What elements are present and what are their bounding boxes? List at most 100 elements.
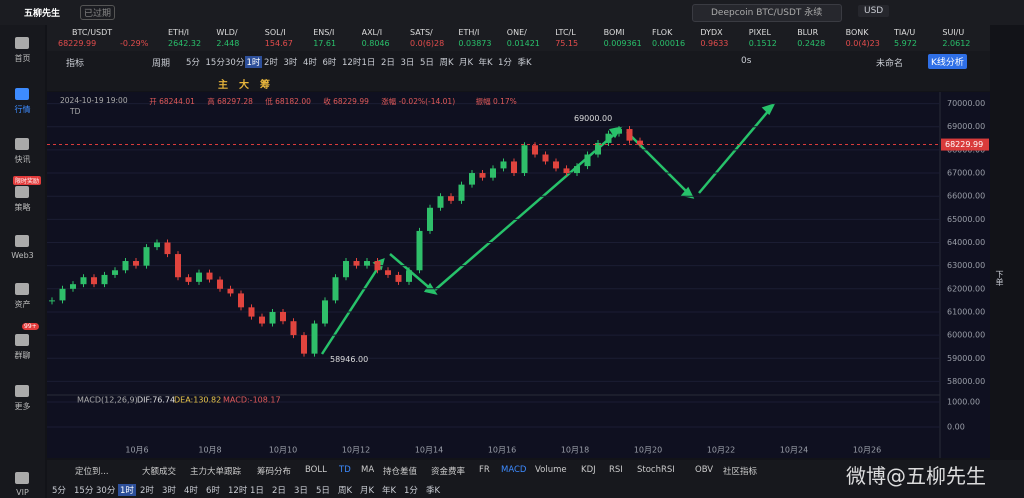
interval[interactable]: 季K (517, 58, 532, 68)
interval[interactable]: 3时 (283, 58, 298, 68)
interval[interactable]: 6时 (206, 486, 220, 496)
sidebar-item[interactable]: 行情 (14, 105, 31, 114)
drawing-tool[interactable]: 筹 (260, 80, 270, 91)
indicator-tab[interactable]: TD (339, 465, 351, 475)
indicator-tab[interactable]: StochRSI (637, 465, 675, 475)
indicator-tab[interactable]: 大额成交 (142, 467, 177, 477)
sidebar-item[interactable]: 更多 (14, 402, 31, 411)
indicator-tab[interactable]: FR (479, 465, 490, 475)
interval[interactable]: 30分 (96, 486, 116, 496)
ticker[interactable]: ETH/I (458, 28, 480, 37)
y-tick-label: 63000.00 (947, 261, 985, 270)
ticker[interactable]: PIXEL (748, 28, 771, 37)
ticker[interactable]: BOMI (603, 28, 625, 37)
interval[interactable]: 2日 (272, 486, 286, 496)
interval[interactable]: 1日 (361, 58, 376, 68)
interval[interactable]: 年K (382, 486, 397, 496)
ticker[interactable]: WLD/ (216, 28, 238, 37)
sidebar-item[interactable]: 快讯 (14, 155, 31, 164)
interval[interactable]: 1时 (118, 484, 136, 496)
ticker[interactable]: BONK (845, 28, 869, 37)
interval[interactable]: 1分 (498, 58, 512, 68)
interval[interactable]: 年K (478, 58, 493, 68)
ticker[interactable]: BTC/USDT (72, 28, 113, 37)
interval[interactable]: 12时 (342, 58, 362, 68)
indicator-tab[interactable]: KDJ (581, 465, 596, 475)
candle (343, 261, 349, 278)
indicator-tab[interactable]: 定位到... (75, 467, 109, 477)
interval[interactable]: 15分 (205, 58, 225, 68)
interval[interactable]: 3时 (162, 486, 176, 496)
indicator-tab[interactable]: MA (361, 465, 375, 475)
ticker[interactable]: DYDX (700, 28, 723, 37)
interval[interactable]: 1日 (250, 486, 264, 496)
ticker[interactable]: SOL/I (264, 28, 286, 37)
indicator-button[interactable]: 指标 (66, 59, 85, 69)
ticker[interactable]: LTC/L (555, 28, 576, 37)
interval[interactable]: 5日 (420, 58, 434, 68)
interval[interactable]: 周K (439, 58, 454, 68)
indicator-tab[interactable]: 资金费率 (431, 467, 466, 477)
currency[interactable]: USD (858, 5, 890, 17)
badge: 已过期 (80, 5, 116, 20)
ticker[interactable]: ETH/I (168, 28, 190, 37)
y-tick-label: 0.00 (947, 423, 965, 432)
interval[interactable]: 2日 (381, 58, 395, 68)
interval[interactable]: 2时 (140, 486, 154, 496)
interval[interactable]: 30分 (225, 58, 245, 68)
sidebar-item[interactable]: 首页 (14, 54, 31, 63)
candle (416, 230, 423, 271)
sidebar-item[interactable]: 资产 (14, 300, 31, 309)
candle (479, 173, 486, 178)
search[interactable]: Deepcoin BTC/USDT 永续 (692, 4, 842, 22)
interval[interactable]: 3日 (294, 486, 308, 496)
interval[interactable]: 3日 (400, 58, 415, 68)
indicator-label: TD (70, 107, 81, 116)
ticker[interactable]: SUI/U (942, 28, 965, 37)
ticker[interactable]: SATS/ (410, 28, 433, 37)
candle (364, 261, 370, 266)
interval[interactable]: 15分 (74, 486, 94, 496)
interval[interactable]: 6时 (322, 58, 337, 68)
interval[interactable]: 4时 (303, 58, 317, 68)
indicator-tab[interactable]: 筹码分布 (257, 467, 292, 477)
interval[interactable]: 12时 (228, 486, 248, 496)
interval[interactable]: 1时 (244, 56, 263, 68)
interval[interactable]: 5分 (52, 486, 66, 496)
indicator-tab[interactable]: Volume (535, 465, 567, 475)
sidebar-item[interactable]: VIP (16, 488, 29, 497)
indicator-tab[interactable]: 主力大单跟踪 (190, 467, 242, 477)
interval[interactable]: 季K (426, 486, 441, 496)
indicator-tab[interactable]: OBV (695, 465, 714, 475)
indicator-tab[interactable]: RSI (609, 465, 623, 475)
interval[interactable]: 月K (459, 58, 474, 68)
ticker[interactable]: TIA/U (894, 28, 916, 37)
sidebar-item[interactable]: 策略 (14, 203, 31, 212)
ticker[interactable]: AXL/I (361, 28, 383, 37)
layout-name[interactable]: 未命名 (876, 59, 904, 69)
interval[interactable]: 周K (338, 486, 353, 496)
indicator-tab[interactable]: BOLL (305, 465, 327, 475)
interval[interactable]: 月K (360, 486, 375, 496)
interval[interactable]: 1分 (404, 486, 418, 496)
interval[interactable]: 5日 (316, 486, 330, 496)
interval[interactable]: 4时 (184, 486, 198, 496)
period-button[interactable]: 周期 (152, 59, 171, 69)
indicator-tab[interactable]: MACD (501, 465, 527, 475)
drawing-tool[interactable]: 大 (239, 80, 249, 91)
ticker[interactable]: ENS/I (313, 28, 335, 37)
drawing-tool[interactable]: 主 (218, 80, 228, 91)
interval[interactable]: 5分 (186, 58, 200, 68)
sidebar-icon (15, 235, 29, 247)
candle (626, 129, 633, 141)
ticker[interactable]: BLUR (797, 28, 819, 37)
indicator-tab[interactable]: 持仓差值 (383, 467, 418, 477)
ticker[interactable]: FLOK (652, 28, 673, 37)
sidebar-item[interactable]: Web3 (11, 251, 34, 260)
analysis-button[interactable]: K线分析 (928, 54, 967, 69)
sidebar-item[interactable]: 群聊 (14, 351, 31, 360)
candle (185, 277, 192, 282)
ticker[interactable]: ONE/ (506, 28, 527, 37)
indicator-tab[interactable]: 社区指标 (723, 467, 758, 477)
interval[interactable]: 2时 (264, 58, 278, 68)
